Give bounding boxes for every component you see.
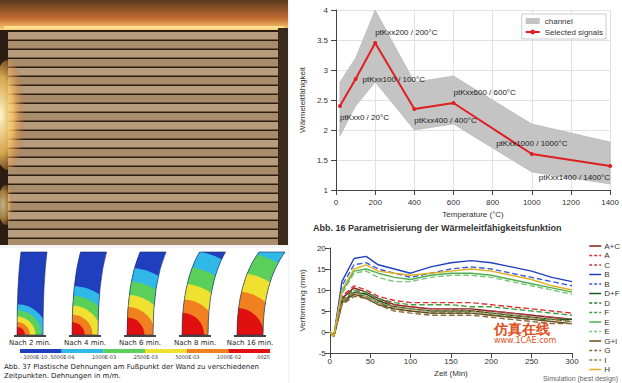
svg-text:1: 1 [324,186,329,195]
svg-text:Zeitpunkten. Dehnungen in m/m.: Zeitpunkten. Dehnungen in m/m. [4,372,121,380]
svg-text:ptKxx1400 / 1400°C: ptKxx1400 / 1400°C [539,173,610,182]
svg-text:D: D [604,299,610,308]
svg-text:.5000E-04: .5000E-04 [49,354,75,360]
svg-text:250: 250 [525,357,539,366]
svg-text:.1000E-02: .1000E-02 [216,354,242,360]
svg-text:50: 50 [366,357,375,366]
svg-text:Zeit (Min): Zeit (Min) [434,369,468,378]
svg-text:15: 15 [317,265,326,274]
svg-text:Nach 6 min.: Nach 6 min. [119,339,161,347]
svg-text:ptKxx600 / 600°C: ptKxx600 / 600°C [453,88,516,97]
svg-text:ptKxx400 / 400°C: ptKxx400 / 400°C [414,116,477,125]
html-text:仿真在线: 仿真在线 [494,321,550,337]
svg-text:.0025: .0025 [256,354,270,360]
svg-text:1000: 1000 [523,198,541,207]
svg-text:.5000E-03: .5000E-03 [174,354,200,360]
svg-text:200: 200 [368,198,382,207]
svg-text:100: 100 [404,357,418,366]
svg-text:Simulation (best design): Simulation (best design) [543,375,618,383]
svg-text:300: 300 [565,357,579,366]
svg-text:ptKxx200 / 200°C: ptKxx200 / 200°C [375,28,438,37]
svg-text:0: 0 [328,357,333,366]
svg-text:Abb. 16 Parametrisierung der W: Abb. 16 Parametrisierung der Wärmeleitfä… [313,223,562,233]
svg-text:E: E [604,327,609,336]
svg-text:Wärmeleitfähigkeit: Wärmeleitfähigkeit [298,66,307,133]
svg-text:400: 400 [408,198,422,207]
svg-text:I: I [604,356,606,365]
svg-text:20: 20 [317,244,326,253]
svg-text:3: 3 [324,66,329,75]
svg-text:channel: channel [545,17,573,26]
svg-text:Abb. 37 Plastische Dehnungen a: Abb. 37 Plastische Dehnungen am Fußpunkt… [4,363,259,371]
svg-text:C: C [604,261,610,270]
svg-text:ptKxx1000 / 1000°C: ptKxx1000 / 1000°C [496,139,567,148]
svg-text:800: 800 [486,198,500,207]
svg-text:5: 5 [321,307,326,316]
svg-text:1.5: 1.5 [317,156,329,165]
svg-text:0: 0 [321,328,326,337]
svg-text:Verformung (mm): Verformung (mm) [298,269,307,332]
svg-text:H: H [604,365,610,374]
svg-text:150: 150 [444,357,458,366]
svg-text:Nach 4 min.: Nach 4 min. [64,339,106,347]
svg-text:Temperature (°C): Temperature (°C) [442,210,504,219]
svg-text:Nach 16 min.: Nach 16 min. [227,339,274,347]
svg-text:A+C: A+C [604,242,620,251]
svg-text:.2500E-03: .2500E-03 [132,354,158,360]
svg-text:G+I: G+I [604,337,617,346]
svg-text:.1000E-03: .1000E-03 [91,354,117,360]
svg-text:0: 0 [334,198,339,207]
svg-text:E: E [604,318,609,327]
svg-text:-.1000E-10: -.1000E-10 [20,354,47,360]
svg-text:200: 200 [485,357,499,366]
svg-text:600: 600 [447,198,461,207]
svg-text:2.5: 2.5 [317,96,329,105]
svg-text:ptKxx0 / 20°C: ptKxx0 / 20°C [340,113,389,122]
svg-text:3.5: 3.5 [317,36,329,45]
svg-text:10: 10 [317,286,326,295]
svg-text:1200: 1200 [562,198,580,207]
svg-text:Nach 2 min.: Nach 2 min. [9,339,51,347]
svg-text:B: B [604,280,609,289]
svg-text:-5: -5 [319,349,327,358]
svg-text:B: B [604,270,609,279]
svg-text:2: 2 [324,126,329,135]
svg-text:ptKxx100 / 100°C: ptKxx100 / 100°C [363,75,426,84]
svg-text:1400: 1400 [601,198,619,207]
svg-text:G: G [604,346,610,355]
html-text:www.1CAE.com: www.1CAE.com [494,335,557,345]
svg-text:4: 4 [324,6,329,15]
svg-text:D+F: D+F [604,289,619,298]
svg-text:A: A [604,251,610,260]
svg-text:F: F [604,308,609,317]
svg-text:Selected signals: Selected signals [545,28,603,37]
svg-text:Nach 8 min.: Nach 8 min. [174,339,216,347]
